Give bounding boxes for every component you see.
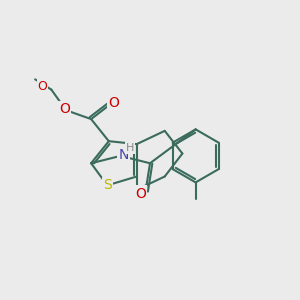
Text: O: O: [108, 96, 119, 110]
Text: S: S: [103, 178, 112, 192]
Text: N: N: [118, 148, 129, 162]
Text: H: H: [126, 142, 134, 153]
Text: O: O: [135, 187, 146, 201]
Text: O: O: [59, 102, 70, 116]
Text: O: O: [38, 80, 47, 93]
